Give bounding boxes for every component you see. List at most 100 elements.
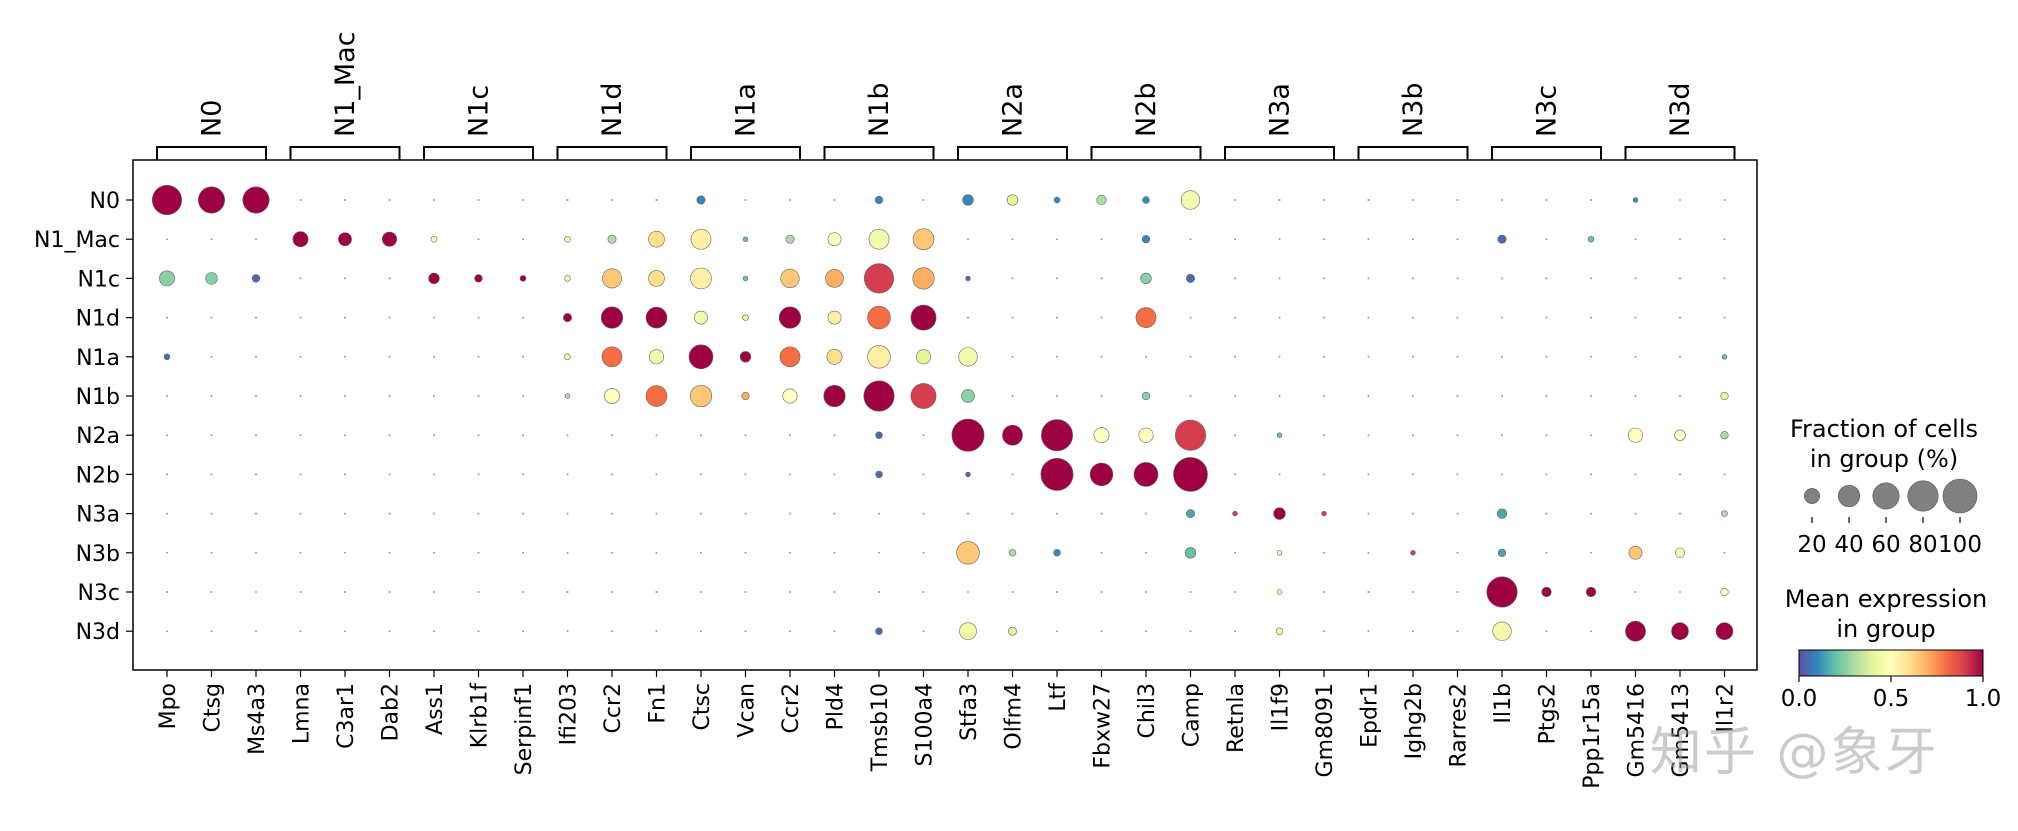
dot-empty bbox=[878, 551, 880, 554]
dot-empty bbox=[967, 591, 969, 593]
group-label: N2a bbox=[76, 424, 120, 449]
dot-empty bbox=[477, 355, 480, 358]
dot-empty bbox=[655, 199, 658, 201]
dots bbox=[151, 184, 1734, 642]
dot-empty bbox=[1634, 238, 1637, 241]
dot bbox=[741, 391, 750, 401]
dot-empty bbox=[1323, 473, 1325, 476]
dot-empty bbox=[566, 434, 569, 437]
dot bbox=[1486, 576, 1518, 608]
dot bbox=[959, 622, 977, 641]
dot bbox=[607, 234, 617, 244]
dot bbox=[648, 270, 665, 287]
dot bbox=[151, 184, 183, 216]
dot bbox=[1625, 620, 1646, 642]
dot-empty bbox=[1501, 395, 1503, 397]
dot bbox=[863, 380, 895, 412]
dot-empty bbox=[1234, 238, 1236, 241]
dot-empty bbox=[1456, 355, 1459, 358]
dot bbox=[688, 344, 714, 370]
dot-empty bbox=[1056, 630, 1058, 633]
size-legend-dot bbox=[1942, 478, 1978, 514]
dot-empty bbox=[1056, 512, 1058, 515]
dot-empty bbox=[166, 591, 168, 593]
gene-block-bracket bbox=[1491, 146, 1602, 160]
gene-label: Serpinf1 bbox=[512, 683, 537, 775]
dot-empty bbox=[1100, 551, 1103, 554]
dot-empty bbox=[388, 630, 391, 633]
dot-empty bbox=[1100, 277, 1103, 280]
dot bbox=[827, 310, 842, 325]
dot bbox=[1720, 587, 1729, 597]
dot bbox=[1628, 545, 1643, 560]
dot-empty bbox=[1367, 630, 1370, 633]
dot bbox=[1180, 190, 1201, 210]
gene-block-label: N2a bbox=[998, 83, 1029, 137]
dot-empty bbox=[1679, 199, 1681, 201]
dot bbox=[1720, 391, 1729, 401]
dot-empty bbox=[299, 355, 302, 358]
dot-empty bbox=[344, 434, 346, 437]
dot bbox=[1627, 427, 1644, 443]
dot-empty bbox=[566, 473, 569, 476]
dot-empty bbox=[1590, 199, 1592, 201]
dot-empty bbox=[388, 434, 391, 437]
dot-empty bbox=[255, 355, 257, 358]
dot-empty bbox=[344, 277, 346, 280]
dot-empty bbox=[210, 473, 213, 476]
dot-empty bbox=[299, 277, 302, 280]
dot bbox=[1674, 429, 1686, 441]
dot-empty bbox=[522, 434, 524, 437]
gene-block-bracket bbox=[1624, 146, 1736, 160]
dot bbox=[1053, 549, 1061, 557]
dot-empty bbox=[1367, 473, 1370, 476]
gene-label: Klrb1f bbox=[468, 682, 493, 749]
gene-label: Mpo bbox=[156, 683, 181, 729]
dot-empty bbox=[477, 199, 480, 201]
dot-empty bbox=[1456, 238, 1459, 241]
dot-empty bbox=[299, 434, 302, 437]
dot-empty bbox=[1234, 277, 1236, 280]
dot-empty bbox=[210, 512, 213, 515]
dot bbox=[381, 231, 398, 247]
dot bbox=[648, 230, 665, 248]
dot bbox=[1008, 626, 1017, 636]
gene-label: Il1b bbox=[1491, 683, 1516, 724]
dot bbox=[242, 186, 270, 214]
dot-empty bbox=[522, 591, 524, 593]
dot-empty bbox=[522, 551, 524, 554]
dot-empty bbox=[1145, 512, 1147, 515]
dot bbox=[1497, 234, 1507, 244]
dot-empty bbox=[1234, 630, 1236, 633]
dot-empty bbox=[433, 434, 435, 437]
dot bbox=[1186, 273, 1195, 283]
dot-empty bbox=[1056, 591, 1058, 593]
dot bbox=[739, 351, 752, 363]
gene-label: Ighg2b bbox=[1402, 683, 1427, 759]
dot-empty bbox=[1234, 395, 1236, 397]
size-legend-dot bbox=[1804, 488, 1820, 504]
dot-empty bbox=[433, 473, 435, 476]
dot-empty bbox=[166, 551, 168, 554]
gene-label: Gm5413 bbox=[1669, 683, 1694, 777]
size-legend-label: 20 bbox=[1797, 532, 1826, 558]
dot bbox=[159, 270, 175, 287]
gene-label: Ppp1r15a bbox=[1580, 683, 1605, 789]
dot-empty bbox=[1412, 355, 1414, 358]
dot-empty bbox=[1590, 512, 1592, 515]
dot-empty bbox=[1234, 316, 1236, 319]
dot-empty bbox=[967, 238, 969, 241]
dot bbox=[823, 384, 846, 408]
dot-empty bbox=[210, 238, 213, 241]
gene-label: Ptgs2 bbox=[1536, 683, 1561, 744]
dot bbox=[1089, 462, 1114, 487]
size-legend-title: Fraction of cells bbox=[1790, 415, 1978, 443]
dot bbox=[474, 274, 483, 283]
dot bbox=[742, 236, 749, 242]
dot bbox=[1273, 507, 1286, 520]
gene-block-bracket bbox=[823, 146, 935, 160]
dot bbox=[868, 228, 890, 250]
dot-empty bbox=[1234, 199, 1236, 201]
dot-empty bbox=[700, 512, 702, 515]
